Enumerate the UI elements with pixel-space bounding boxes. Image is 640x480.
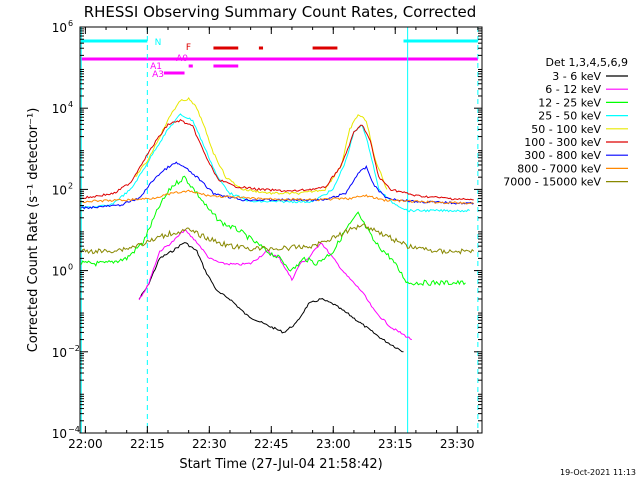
x-tick-label-0: 22:00 <box>68 437 103 451</box>
series-line-6 <box>81 161 474 210</box>
legend-title: Det 1,3,4,5,6,9 <box>545 56 628 69</box>
series-line-2 <box>80 175 466 287</box>
state-bar-label-n: N <box>155 38 162 48</box>
y-tick-label-4: 10 <box>52 102 67 116</box>
x-tick-label-1: 22:15 <box>130 437 165 451</box>
series-line-5 <box>81 119 474 201</box>
y-tick-exponent-0: −4 <box>68 425 80 434</box>
series-line-4 <box>134 96 388 196</box>
x-tick-label-3: 22:45 <box>254 437 289 451</box>
y-tick-exponent-2: 0 <box>68 263 73 272</box>
y-tick-exponent-1: −2 <box>68 344 80 353</box>
y-tick-label-5: 10 <box>52 21 67 35</box>
x-axis-label: Start Time (27-Jul-04 21:58:42) <box>179 457 382 472</box>
x-axis-ticks: 22:00 22:15 22:30 22:45 23:00 23:15 23:30 <box>68 27 479 451</box>
series-line-7 <box>80 189 474 205</box>
x-tick-label-2: 22:30 <box>192 437 227 451</box>
legend-label-3: 25 - 50 keV <box>538 110 601 123</box>
y-tick-exponent-3: 2 <box>68 181 73 190</box>
y-tick-exponent-4: 4 <box>68 100 73 109</box>
x-tick-label-4: 23:00 <box>316 437 351 451</box>
legend-label-8: 7000 - 15000 keV <box>503 176 601 189</box>
legend-label-2: 12 - 25 keV <box>538 96 601 109</box>
legend-label-7: 800 - 7000 keV <box>517 162 601 175</box>
state-bar-label-a3: A3 <box>152 70 164 80</box>
series-line-1 <box>138 229 412 341</box>
y-tick-label-0: 10 <box>52 427 67 441</box>
boundary-lines <box>80 27 479 433</box>
state-bar-label-a1: A1 <box>150 62 162 72</box>
x-tick-label-5: 23:15 <box>378 437 413 451</box>
series-line-0 <box>138 242 404 353</box>
plot-frame <box>79 26 483 434</box>
legend-label-6: 300 - 800 keV <box>524 149 601 162</box>
y-tick-label-2: 10 <box>52 265 67 279</box>
y-tick-label-3: 10 <box>52 183 67 197</box>
footer-timestamp: 19-Oct-2021 11:13 <box>560 468 636 477</box>
y-tick-exponent-5: 6 <box>68 19 73 28</box>
series-line-3 <box>80 113 470 213</box>
state-bar-label-a0: A0 <box>176 54 188 64</box>
series-lines <box>80 96 475 353</box>
x-tick-label-6: 23:30 <box>440 437 475 451</box>
series-line-8 <box>80 223 475 255</box>
y-tick-label-1: 10 <box>52 346 67 360</box>
legend-label-0: 3 - 6 keV <box>552 70 601 83</box>
chart-title: RHESSI Observing Summary Count Rates, Co… <box>84 3 477 21</box>
legend-label-4: 50 - 100 keV <box>531 123 601 136</box>
legend-label-5: 100 - 300 keV <box>524 136 601 149</box>
y-axis-label: Corrected Count Rate (s⁻¹ detector⁻¹) <box>26 108 41 353</box>
state-bar-label-f: F <box>186 43 191 53</box>
legend-label-1: 6 - 12 keV <box>545 83 601 96</box>
